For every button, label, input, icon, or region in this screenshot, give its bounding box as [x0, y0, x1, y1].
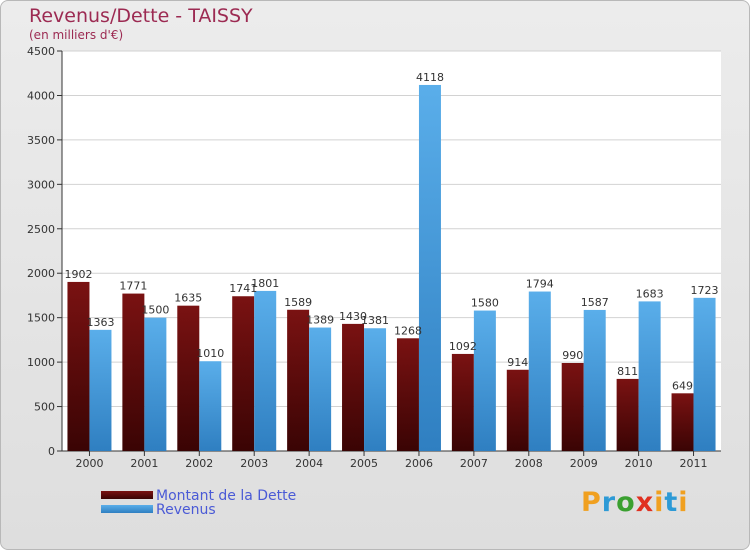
data-label-debt: 649 [672, 379, 693, 392]
logo-letter: i [678, 487, 689, 518]
bar-revenue [638, 301, 661, 451]
data-label-debt: 1430 [339, 310, 367, 323]
x-tick-label: 2004 [295, 457, 323, 470]
data-label-revenue: 1587 [581, 296, 609, 309]
logo-letter: o [616, 487, 636, 518]
data-label-revenue: 1389 [306, 314, 334, 327]
legend-swatch-debt [101, 491, 153, 499]
data-label-revenue: 1801 [251, 277, 279, 290]
data-label-debt: 1589 [284, 296, 312, 309]
x-tick-label: 2005 [350, 457, 378, 470]
x-tick-label: 2007 [460, 457, 488, 470]
y-tick-label: 4500 [27, 45, 55, 58]
bar-debt [232, 296, 255, 451]
data-label-revenue: 1794 [526, 278, 554, 291]
proxiti-logo: Proxiti [581, 487, 689, 518]
bar-debt [616, 378, 639, 451]
legend-label-debt: Montant de la Dette [156, 488, 297, 504]
legend-label-revenue: Revenus [156, 502, 216, 518]
y-tick-label: 4000 [27, 89, 55, 102]
data-label-debt: 811 [617, 365, 638, 378]
data-label-revenue: 1010 [196, 347, 224, 360]
data-label-revenue: 1580 [471, 297, 499, 310]
y-tick-label: 1000 [27, 356, 55, 369]
bar-debt [67, 281, 90, 451]
bar-debt [177, 305, 200, 451]
chart-subtitle: (en milliers d'€) [29, 28, 124, 42]
x-tick-label: 2001 [130, 457, 158, 470]
bar-revenue [89, 329, 112, 451]
logo-letter: t [664, 487, 679, 518]
data-label-debt: 914 [507, 356, 528, 369]
legend-item-debt: Montant de la Dette [101, 488, 297, 504]
bar-debt [342, 323, 365, 451]
bar-debt [287, 309, 310, 451]
legend-item-revenue: Revenus [101, 502, 216, 518]
bar-debt [396, 338, 419, 451]
data-label-debt: 990 [562, 349, 583, 362]
x-tick-label: 2008 [515, 457, 543, 470]
data-label-revenue: 1683 [636, 287, 664, 300]
bar-revenue [254, 290, 277, 451]
bar-revenue [309, 327, 332, 451]
x-tick-label: 2002 [185, 457, 213, 470]
logo-letter: P [581, 487, 602, 518]
logo-letter: i [654, 487, 665, 518]
bar-revenue [693, 297, 716, 451]
bar-revenue [418, 84, 441, 451]
bar-debt [451, 353, 474, 451]
bar-debt [671, 393, 694, 451]
bar-revenue [583, 309, 606, 451]
logo-letter: r [601, 487, 617, 518]
legend-swatch-revenue [101, 505, 153, 513]
data-label-debt: 1092 [449, 340, 477, 353]
bar-revenue [473, 310, 496, 451]
logo-letter: x [635, 487, 655, 518]
data-label-revenue: 1363 [86, 316, 114, 329]
bar-debt [561, 363, 584, 451]
data-label-revenue: 1723 [691, 284, 719, 297]
data-label-debt: 1771 [119, 280, 147, 293]
x-tick-label: 2003 [240, 457, 268, 470]
bar-revenue [528, 291, 551, 451]
y-tick-label: 500 [34, 401, 55, 414]
data-label-debt: 1635 [174, 292, 202, 305]
x-tick-label: 2010 [625, 457, 653, 470]
x-tick-label: 2006 [405, 457, 433, 470]
data-label-revenue: 4118 [416, 71, 444, 84]
y-tick-label: 2500 [27, 223, 55, 236]
plot-area [62, 51, 721, 451]
bar-debt [506, 369, 529, 451]
x-tick-label: 2000 [75, 457, 103, 470]
y-tick-label: 3000 [27, 178, 55, 191]
bar-revenue [364, 328, 387, 451]
data-label-debt: 1268 [394, 324, 422, 337]
x-tick-label: 2011 [680, 457, 708, 470]
y-tick-label: 2000 [27, 267, 55, 280]
data-label-revenue: 1500 [141, 304, 169, 317]
data-label-revenue: 1381 [361, 314, 389, 327]
y-tick-label: 0 [48, 445, 55, 458]
bar-revenue [199, 361, 222, 451]
bar-revenue [144, 317, 167, 451]
y-tick-label: 1500 [27, 312, 55, 325]
chart-title: Revenus/Dette - TAISSY [29, 5, 253, 27]
data-label-debt: 1741 [229, 282, 257, 295]
bar-debt [122, 293, 145, 451]
data-label-debt: 1902 [64, 268, 92, 281]
y-tick-label: 3500 [27, 134, 55, 147]
x-tick-label: 2009 [570, 457, 598, 470]
